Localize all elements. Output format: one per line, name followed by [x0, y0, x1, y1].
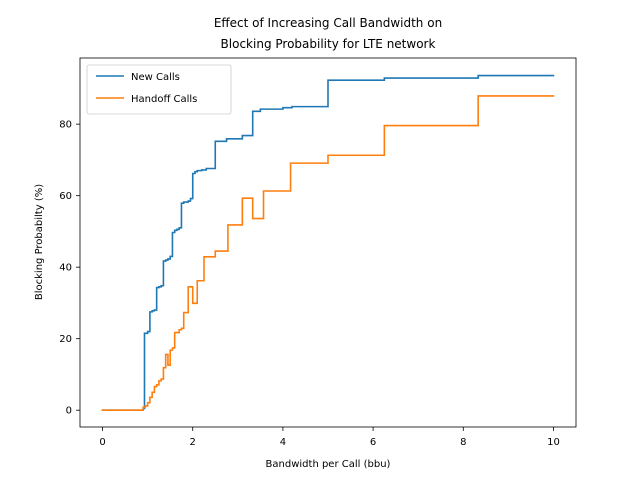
plot-area-frame: [79, 57, 577, 428]
series-line-handoff-calls: [101, 95, 555, 411]
y-tick-label: 80: [59, 120, 72, 131]
x-axis: 0 2 4 6 8 10: [99, 427, 560, 448]
y-tick-label: 40: [59, 263, 72, 274]
y-tick-label: 0: [66, 406, 72, 417]
y-axis-label: Blocking Probabilty (%): [34, 184, 45, 300]
x-tick-label: 2: [190, 437, 196, 448]
chart-title-line-1: Effect of Increasing Call Bandwidth on: [214, 16, 442, 30]
x-tick-label: 10: [547, 437, 560, 448]
legend-label-new-calls: New Calls: [131, 72, 180, 83]
chart-title-line-2: Blocking Probability for LTE network: [221, 37, 436, 51]
x-tick-label: 8: [460, 437, 466, 448]
y-tick-label: 20: [59, 334, 72, 345]
legend: New Calls Handoff Calls: [86, 64, 232, 115]
y-axis: 0 20 40 60 80: [59, 120, 80, 417]
legend-label-handoff-calls: Handoff Calls: [131, 94, 197, 105]
x-tick-label: 4: [280, 437, 286, 448]
x-tick-label: 6: [370, 437, 376, 448]
x-axis-label: Bandwidth per Call (bbu): [266, 459, 391, 470]
x-tick-label: 0: [99, 437, 105, 448]
y-tick-label: 60: [59, 191, 72, 202]
legend-box: [86, 64, 232, 115]
plot-content: [101, 74, 555, 411]
series-line-new-calls: [101, 74, 555, 411]
